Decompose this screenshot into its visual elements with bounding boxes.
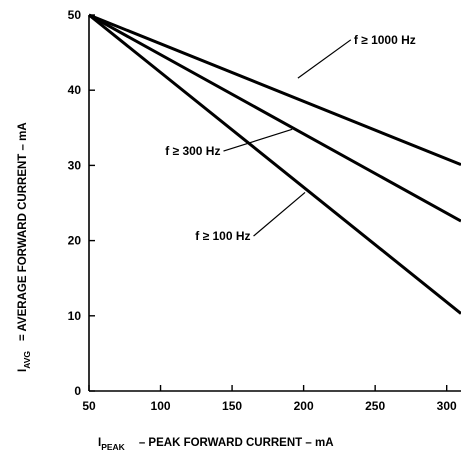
series-line-2: [88, 13, 461, 315]
y-tick-label-3: 30: [68, 158, 82, 172]
annotation-leader-2: [253, 192, 306, 237]
x-tick-label-4: 250: [365, 399, 385, 413]
x-axis-title-subscript: PEAK: [101, 442, 125, 452]
x-tick-label-2: 150: [222, 399, 242, 413]
x-axis-title: IPEAK – PEAK FORWARD CURRENT – mA: [98, 437, 334, 452]
series-group: [88, 13, 461, 315]
annotation-label-2: f ≥ 100 Hz: [195, 229, 250, 243]
y-axis-title: IAVG = AVERAGE FORWARD CURRENT – mA: [17, 122, 32, 372]
x-tick-label-0: 50: [82, 399, 96, 413]
x-tick-label-1: 100: [151, 399, 171, 413]
y-axis-title-main: I: [17, 369, 29, 372]
series-line-1: [88, 13, 461, 223]
x-axis-title-text: – PEAK FORWARD CURRENT – mA: [139, 437, 334, 449]
x-tick-label-5: 300: [437, 399, 457, 413]
x-tick-label-3: 200: [294, 399, 314, 413]
y-axis-title-subscript: AVG: [22, 351, 32, 369]
annotation-label-0: f ≥ 1000 Hz: [354, 33, 416, 47]
y-axis-title-text: = AVERAGE FORWARD CURRENT – mA: [17, 122, 29, 341]
annotations-group: f ≥ 1000 Hz f ≥ 300 Hz f ≥ 100 Hz: [165, 33, 416, 243]
y-tick-label-2: 20: [68, 234, 82, 248]
plot-area: [88, 15, 461, 392]
annotation-leader-0: [297, 39, 352, 79]
y-tick-label-4: 40: [68, 83, 82, 97]
annotation-label-1: f ≥ 300 Hz: [165, 144, 220, 158]
x-axis-title-main: I: [98, 437, 101, 449]
series-line-0: [88, 13, 461, 167]
annotation-leader-1: [223, 128, 293, 152]
y-tick-label-1: 10: [68, 309, 82, 323]
axis-ticks: 50 100 150 200 250 300 0 10 20 30 40 50: [68, 8, 457, 413]
y-tick-label-5: 50: [68, 8, 82, 22]
y-tick-label-0: 0: [74, 384, 81, 398]
